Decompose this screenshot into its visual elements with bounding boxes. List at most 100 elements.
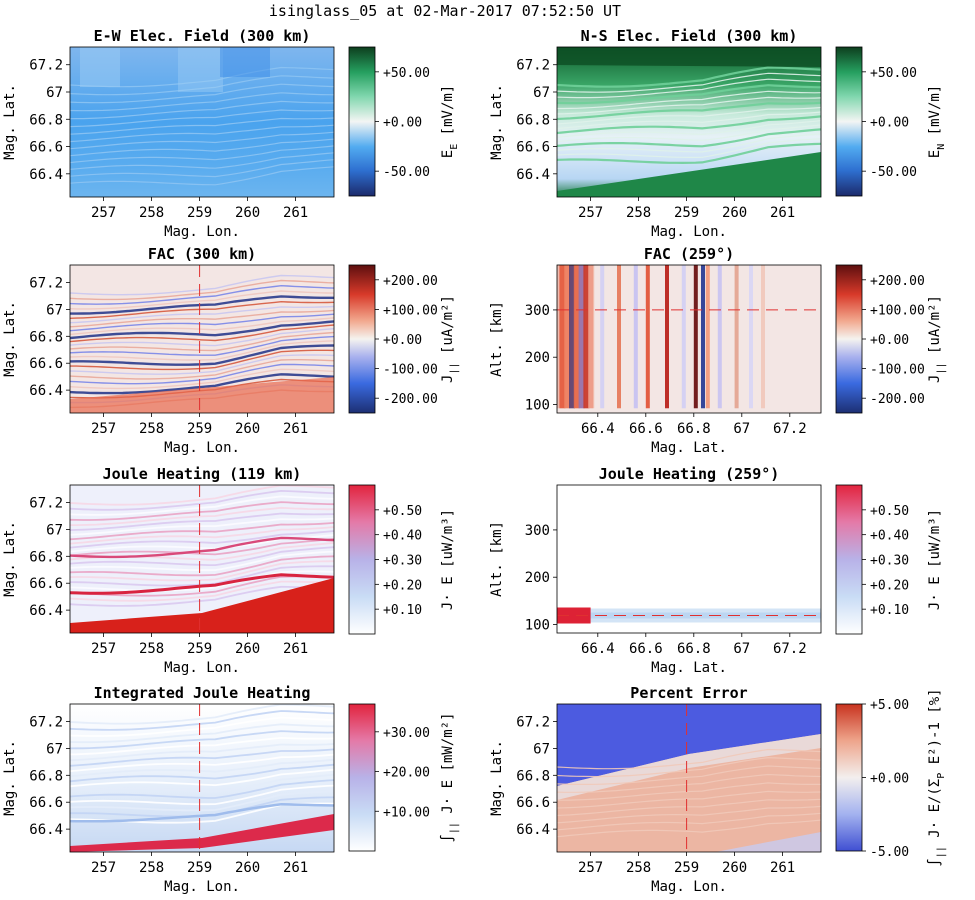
heatmap-image [557,265,821,413]
colorbar: -50.00 +0.00 +50.00 EE [mV/m] [348,46,460,197]
colorbar: +0.10 +0.20 +0.30 +0.40 +0.50 J· E [uW/m³] [835,484,943,635]
y-tick-label: 67.2 [29,495,63,511]
y-axis-label: Mag. Lat. [489,740,505,816]
colorbar-tick-label: +0.00 [870,333,909,348]
y-tick-label: 100 [525,397,550,413]
colorbar: -5.00 +0.00 +5.00 ∫|| J· E/(ΣP E²)-1 [%] [835,688,947,867]
colorbar-gradient [348,703,376,852]
colorbar-tick-label: +0.00 [383,333,422,348]
colorbar-label: J· E [uW/m³] [927,509,943,610]
colorbar-tick-label: +5.00 [870,698,909,713]
colorbar-tick-label: +0.10 [383,603,422,618]
colorbar-tick-label: +0.00 [870,772,909,787]
x-tick-label: 259 [187,205,212,221]
y-tick-label: 200 [525,350,550,366]
x-tick-label: 257 [91,860,116,876]
x-tick-label: 258 [139,860,164,876]
panel-5: Joule Heating (119 km) 257 258 259 260 261 66.… [2,465,456,676]
panel-4: FAC (259°) 66.4 66.6 66.8 67 67.2 100 200 300 Mag… [489,245,947,456]
x-tick-label: 261 [283,641,308,657]
y-axis-label: Mag. Lat. [2,521,18,597]
colorbar-gradient [348,264,376,414]
heatmap-image [70,265,334,413]
y-tick-label: 300 [525,523,550,539]
panel-title: FAC (300 km) [148,245,256,263]
y-tick-label: 66.8 [29,329,63,345]
y-axis-label: Mag. Lat. [489,84,505,160]
x-tick-label: 258 [626,860,651,876]
y-tick-label: 67.2 [516,58,550,74]
y-axis-label: Mag. Lat. [2,740,18,816]
y-tick-label: 67.2 [29,275,63,291]
colorbar-tick-label: +50.00 [383,66,430,81]
colorbar-tick-label: +0.00 [383,116,422,131]
panel-title: Joule Heating (259°) [599,465,780,483]
panel-8: Percent Error 257 258 259 260 261 66.4 66.6 66.8… [489,684,947,895]
panel-title: Percent Error [630,684,747,702]
colorbar-tick-label: +20.00 [383,766,430,781]
axes-frame [556,264,822,414]
x-tick-label: 260 [235,860,260,876]
x-tick-label: 67 [733,421,750,437]
colorbar-label: ∫|| J· E [mW/m²] [439,712,460,842]
colorbar-tick-label: +30.00 [383,726,430,741]
x-tick-label: 258 [626,205,651,221]
x-axis-label: Mag. Lat. [651,660,727,676]
x-tick-label: 258 [139,205,164,221]
x-tick-label: 259 [674,860,699,876]
colorbar: +0.10 +0.20 +0.30 +0.40 +0.50 J· E [uW/m³] [348,484,456,635]
y-tick-label: 66.4 [29,822,63,838]
colorbar-gradient [835,264,863,414]
colorbar-tick-label: +0.40 [870,529,909,544]
x-tick-label: 66.8 [677,421,711,437]
x-tick-label: 259 [187,421,212,437]
y-tick-label: 66.8 [29,112,63,128]
x-tick-label: 66.6 [629,421,663,437]
colorbar-label: ∫|| J· E/(ΣP E²)-1 [%] [926,688,947,866]
x-axis-label: Mag. Lat. [651,440,727,456]
colorbar-tick-label: +100.00 [383,303,438,318]
y-tick-label: 100 [525,617,550,633]
panel-2: N-S Elec. Field (300 km) 257 258 259 260 261 6… [489,27,947,240]
axes-frame [69,484,335,634]
y-tick-label: 66.6 [29,576,63,592]
y-tick-label: 67.2 [29,714,63,730]
x-axis-label: Mag. Lon. [651,224,727,240]
colorbar-tick-label: -50.00 [870,165,917,180]
x-axis-label: Mag. Lon. [164,440,240,456]
x-tick-label: 66.6 [629,641,663,657]
y-tick-label: 67 [533,85,550,101]
colorbar-tick-label: -200.00 [870,392,925,407]
figure-suptitle: isinglass_05 at 02-Mar-2017 07:52:50 UT [269,2,621,20]
x-tick-label: 258 [139,421,164,437]
panel-6: Joule Heating (259°) 66.4 66.6 66.8 67 67.2 10… [489,465,943,676]
colorbar-tick-label: +0.30 [870,554,909,569]
y-axis-label: Alt. [km] [489,301,505,377]
heatmap-image [70,485,334,633]
x-axis-label: Mag. Lon. [164,660,240,676]
colorbar-gradient [835,46,863,197]
y-tick-label: 66.4 [516,167,550,183]
colorbar-tick-label: +50.00 [870,66,917,81]
colorbar-tick-label: -100.00 [383,363,438,378]
colorbar-tick-label: -100.00 [870,363,925,378]
heatmap-image [557,485,821,633]
colorbar-tick-label: +0.10 [870,603,909,618]
heatmap-image [70,47,334,197]
x-axis-label: Mag. Lon. [164,224,240,240]
y-tick-label: 67 [46,741,63,757]
y-axis-label: Alt. [km] [489,521,505,597]
x-tick-label: 261 [770,860,795,876]
colorbar-tick-label: -50.00 [383,165,430,180]
x-tick-label: 261 [283,421,308,437]
y-tick-label: 66.6 [29,140,63,156]
x-tick-label: 67.2 [773,641,807,657]
colorbar: +10.00 +20.00 +30.00 ∫|| J· E [mW/m²] [348,703,460,852]
x-axis-label: Mag. Lon. [651,879,727,895]
panel-title: Integrated Joule Heating [94,684,311,702]
panel-1: E-W Elec. Field (300 km) 257 258 259 260 261 6… [2,27,460,240]
colorbar-tick-label: +0.50 [870,504,909,519]
heatmap-image [557,47,821,197]
colorbar-tick-label: -5.00 [870,845,909,860]
y-tick-label: 66.8 [516,112,550,128]
